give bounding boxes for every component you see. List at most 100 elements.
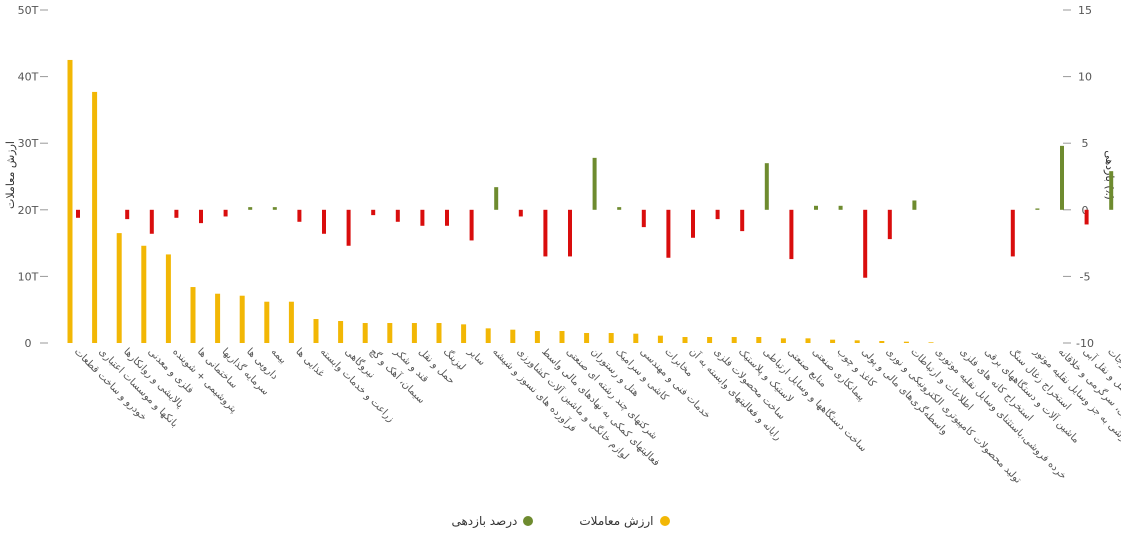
value-bar <box>682 337 688 343</box>
return-bar-negative <box>1084 209 1089 225</box>
return-bar-negative <box>371 209 376 216</box>
return-bar-positive <box>272 207 277 210</box>
return-bar-positive <box>1109 171 1114 210</box>
value-bar <box>928 342 934 343</box>
return-bar-positive <box>1060 145 1064 210</box>
value-bar <box>436 323 442 343</box>
value-bar <box>534 331 540 343</box>
return-bar-negative <box>445 209 449 226</box>
value-bar <box>92 91 98 343</box>
dual-axis-bar-chart: ارزش معاملات بازدهی (٪) 010T20T30T40T50T… <box>4 4 1121 490</box>
return-bar-negative <box>395 209 400 222</box>
value-bar <box>879 341 885 343</box>
value-bar <box>510 329 516 343</box>
left-tick-label: 20T <box>18 204 39 217</box>
legend-value-marker <box>659 516 670 526</box>
value-bar <box>780 338 786 343</box>
value-bar <box>633 333 639 343</box>
value-bar <box>461 324 467 343</box>
value-bar <box>903 341 909 343</box>
category-label: سایر <box>465 346 487 368</box>
legend-return-label: درصد بازدهی <box>451 514 518 528</box>
value-bar <box>215 293 221 343</box>
value-bar <box>657 335 663 343</box>
return-bar-positive <box>494 187 499 210</box>
return-bar-negative <box>322 209 326 234</box>
legend-return-marker <box>523 516 534 526</box>
left-tick-label: 30T <box>18 137 39 150</box>
return-bar-negative <box>863 209 868 278</box>
return-bar-negative <box>1010 209 1015 257</box>
return-bar-negative <box>76 209 80 218</box>
return-bar-positive <box>617 207 622 210</box>
right-tick-label: 10 <box>1078 71 1092 84</box>
value-bar <box>756 337 762 343</box>
return-bar-negative <box>149 209 154 234</box>
return-bar-negative <box>887 209 892 240</box>
left-tick-label: 10T <box>18 270 39 283</box>
value-bar <box>288 301 294 343</box>
return-bar-positive <box>764 163 769 210</box>
return-bar-positive <box>1035 208 1040 210</box>
right-tick-label: 15 <box>1078 4 1092 17</box>
return-bar-negative <box>518 209 523 217</box>
value-bar <box>584 333 590 343</box>
left-axis-title: ارزش معاملات <box>4 141 17 209</box>
return-bar-negative <box>691 209 695 238</box>
return-bar-positive <box>814 205 818 210</box>
value-bar <box>387 323 393 343</box>
value-bar <box>411 323 417 343</box>
value-bar <box>67 59 73 343</box>
left-tick-label: 50T <box>18 4 39 17</box>
return-bar-negative <box>641 209 646 228</box>
value-bar <box>338 321 344 343</box>
bars <box>67 59 1114 343</box>
right-tick-label: 5 <box>1082 137 1089 150</box>
value-bar <box>731 337 737 343</box>
value-bar <box>239 295 245 343</box>
return-bar-negative <box>346 209 351 246</box>
return-bar-negative <box>740 209 745 232</box>
value-bar <box>608 333 614 343</box>
value-bar <box>190 287 196 343</box>
return-bar-negative <box>469 209 474 241</box>
value-bar <box>707 337 713 343</box>
legend-value-label: ارزش معاملات <box>579 514 654 528</box>
return-bar-negative <box>174 209 179 218</box>
category-label: بیمه <box>269 346 289 366</box>
value-bar <box>264 301 270 343</box>
value-bar <box>313 319 319 343</box>
value-bar <box>805 338 811 343</box>
value-bar <box>116 233 122 343</box>
return-bar-positive <box>838 205 843 210</box>
value-bar <box>362 323 368 343</box>
return-bar-negative <box>543 209 548 257</box>
return-bar-negative <box>666 209 671 258</box>
return-bar-negative <box>420 209 425 226</box>
return-bar-positive <box>912 200 917 210</box>
legend-item-return[interactable]: درصد بازدهی <box>451 514 534 528</box>
left-axis-ticks: 0 10T 20T 30T 40T 50T <box>18 4 48 350</box>
right-tick-label: -5 <box>1080 270 1091 283</box>
value-bar <box>165 254 171 343</box>
return-bar-negative <box>789 209 794 260</box>
return-bar-negative <box>125 209 130 220</box>
legend: ارزش معاملات درصد بازدهی <box>0 514 1121 528</box>
value-bar <box>141 245 147 343</box>
value-bar <box>559 331 565 343</box>
left-tick-label: 0 <box>25 337 32 350</box>
return-bar-negative <box>715 209 720 220</box>
return-bar-positive <box>248 207 253 210</box>
right-axis-ticks: -10-5051015 <box>1063 4 1094 350</box>
return-bar-positive <box>592 157 597 210</box>
legend-item-value[interactable]: ارزش معاملات <box>579 514 670 528</box>
return-bar-negative <box>223 209 228 217</box>
left-tick-label: 40T <box>18 71 39 84</box>
value-bar <box>854 340 860 343</box>
return-bar-negative <box>568 209 572 257</box>
return-bar-negative <box>297 209 302 222</box>
value-bar <box>830 339 836 343</box>
return-bar-negative <box>199 209 203 224</box>
value-bar <box>485 328 491 343</box>
right-tick-label: -10 <box>1076 337 1094 350</box>
